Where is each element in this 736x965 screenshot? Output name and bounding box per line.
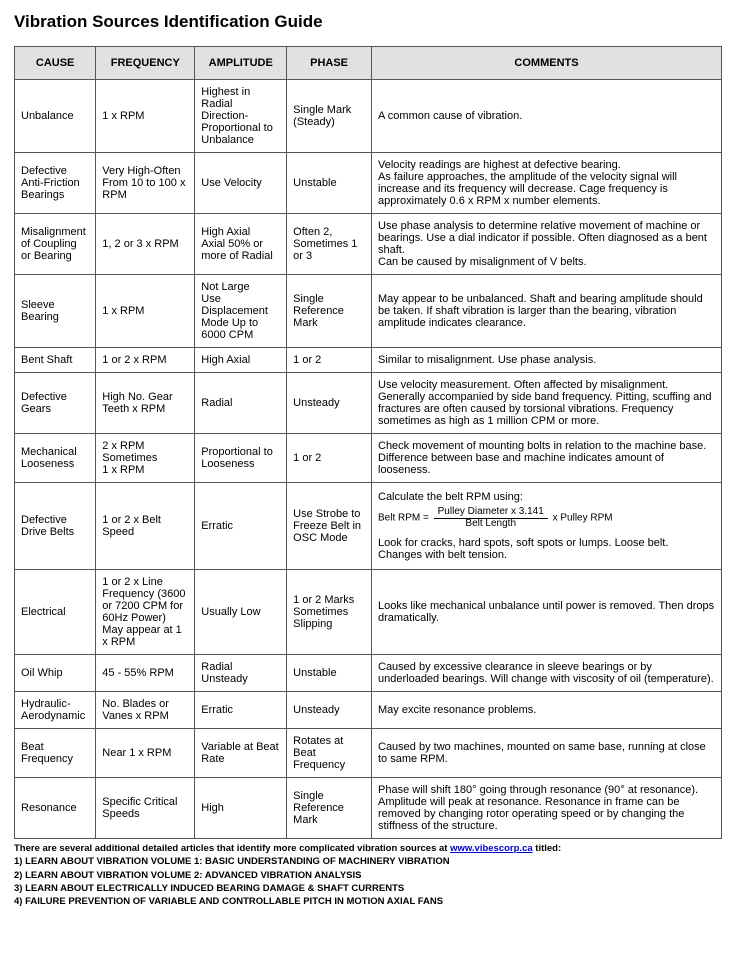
footer-item: 1) LEARN ABOUT VIBRATION VOLUME 1: BASIC…	[14, 855, 722, 868]
cell-amplitude: Erratic	[195, 483, 287, 570]
cell-cause: Oil Whip	[15, 655, 96, 692]
cell-frequency: 1 or 2 x Line Frequency (3600 or 7200 CP…	[96, 570, 195, 655]
cell-frequency: 1 or 2 x RPM	[96, 348, 195, 373]
cell-amplitude: Radial	[195, 373, 287, 434]
cell-amplitude: High Axial	[195, 348, 287, 373]
cell-phase: Single Reference Mark	[287, 275, 372, 348]
cell-cause: Sleeve Bearing	[15, 275, 96, 348]
cell-cause: Defective Drive Belts	[15, 483, 96, 570]
cell-comments: Calculate the belt RPM using:Belt RPM = …	[372, 483, 722, 570]
table-row: Misalignment of Coupling or Bearing1, 2 …	[15, 214, 722, 275]
cell-frequency: High No. Gear Teeth x RPM	[96, 373, 195, 434]
cell-phase: Single Mark (Steady)	[287, 80, 372, 153]
cell-comments: Phase will shift 180° going through reso…	[372, 778, 722, 839]
page-title: Vibration Sources Identification Guide	[14, 12, 722, 32]
cell-cause: Bent Shaft	[15, 348, 96, 373]
cell-frequency: No. Blades or Vanes x RPM	[96, 692, 195, 729]
cell-frequency: 1 or 2 x Belt Speed	[96, 483, 195, 570]
cell-cause: Misalignment of Coupling or Bearing	[15, 214, 96, 275]
footer: There are several additional detailed ar…	[14, 842, 722, 908]
cell-phase: Unstable	[287, 655, 372, 692]
header-comments: COMMENTS	[372, 47, 722, 80]
cell-frequency: 1 x RPM	[96, 80, 195, 153]
cell-amplitude: Erratic	[195, 692, 287, 729]
cell-comments: Looks like mechanical unbalance until po…	[372, 570, 722, 655]
cell-amplitude: High AxialAxial 50% or more of Radial	[195, 214, 287, 275]
cell-phase: 1 or 2 Marks Sometimes Slipping	[287, 570, 372, 655]
vibration-table: CAUSE FREQUENCY AMPLITUDE PHASE COMMENTS…	[14, 46, 722, 839]
table-row: Sleeve Bearing1 x RPMNot LargeUse Displa…	[15, 275, 722, 348]
cell-amplitude: Not LargeUse Displacement Mode Up to 600…	[195, 275, 287, 348]
header-cause: CAUSE	[15, 47, 96, 80]
cell-cause: Beat Frequency	[15, 729, 96, 778]
cell-comments: May excite resonance problems.	[372, 692, 722, 729]
cell-cause: Defective Anti-Friction Bearings	[15, 153, 96, 214]
cell-amplitude: Radial Unsteady	[195, 655, 287, 692]
cell-phase: Unstable	[287, 153, 372, 214]
cell-comments: Caused by two machines, mounted on same …	[372, 729, 722, 778]
cell-frequency: 2 x RPM Sometimes1 x RPM	[96, 434, 195, 483]
cell-phase: 1 or 2	[287, 348, 372, 373]
table-row: Defective Drive Belts1 or 2 x Belt Speed…	[15, 483, 722, 570]
table-row: Hydraulic-AerodynamicNo. Blades or Vanes…	[15, 692, 722, 729]
cell-phase: Often 2, Sometimes 1 or 3	[287, 214, 372, 275]
cell-frequency: 1, 2 or 3 x RPM	[96, 214, 195, 275]
header-phase: PHASE	[287, 47, 372, 80]
cell-comments: Check movement of mounting bolts in rela…	[372, 434, 722, 483]
footer-intro: There are several additional detailed ar…	[14, 842, 722, 855]
table-row: Electrical1 or 2 x Line Frequency (3600 …	[15, 570, 722, 655]
cell-phase: Rotates at Beat Frequency	[287, 729, 372, 778]
header-amplitude: AMPLITUDE	[195, 47, 287, 80]
footer-link[interactable]: www.vibescorp.ca	[450, 843, 533, 854]
cell-comments: Use phase analysis to determine relative…	[372, 214, 722, 275]
cell-frequency: Specific Critical Speeds	[96, 778, 195, 839]
cell-comments: Use velocity measurement. Often affected…	[372, 373, 722, 434]
cell-cause: Unbalance	[15, 80, 96, 153]
cell-phase: Use Strobe to Freeze Belt in OSC Mode	[287, 483, 372, 570]
footer-item: 3) LEARN ABOUT ELECTRICALLY INDUCED BEAR…	[14, 882, 722, 895]
cell-phase: Unsteady	[287, 692, 372, 729]
footer-item: 4) FAILURE PREVENTION OF VARIABLE AND CO…	[14, 895, 722, 908]
table-body: Unbalance1 x RPMHighest in Radial Direct…	[15, 80, 722, 839]
cell-amplitude: High	[195, 778, 287, 839]
table-row: Beat FrequencyNear 1 x RPMVariable at Be…	[15, 729, 722, 778]
cell-cause: Defective Gears	[15, 373, 96, 434]
table-row: ResonanceSpecific Critical SpeedsHighSin…	[15, 778, 722, 839]
cell-frequency: Very High-Often From 10 to 100 x RPM	[96, 153, 195, 214]
cell-comments: Caused by excessive clearance in sleeve …	[372, 655, 722, 692]
cell-comments: A common cause of vibration.	[372, 80, 722, 153]
table-header-row: CAUSE FREQUENCY AMPLITUDE PHASE COMMENTS	[15, 47, 722, 80]
cell-amplitude: Variable at Beat Rate	[195, 729, 287, 778]
table-row: Defective Anti-Friction BearingsVery Hig…	[15, 153, 722, 214]
cell-cause: Electrical	[15, 570, 96, 655]
table-row: Unbalance1 x RPMHighest in Radial Direct…	[15, 80, 722, 153]
cell-amplitude: Highest in Radial Direction- Proportiona…	[195, 80, 287, 153]
cell-cause: Resonance	[15, 778, 96, 839]
cell-comments: Similar to misalignment. Use phase analy…	[372, 348, 722, 373]
table-row: Bent Shaft1 or 2 x RPMHigh Axial1 or 2Si…	[15, 348, 722, 373]
cell-comments: Velocity readings are highest at defecti…	[372, 153, 722, 214]
cell-amplitude: Use Velocity	[195, 153, 287, 214]
cell-cause: Hydraulic-Aerodynamic	[15, 692, 96, 729]
cell-amplitude: Proportional to Looseness	[195, 434, 287, 483]
header-frequency: FREQUENCY	[96, 47, 195, 80]
cell-comments: May appear to be unbalanced. Shaft and b…	[372, 275, 722, 348]
cell-frequency: 1 x RPM	[96, 275, 195, 348]
cell-cause: Mechanical Looseness	[15, 434, 96, 483]
footer-item: 2) LEARN ABOUT VIBRATION VOLUME 2: ADVAN…	[14, 869, 722, 882]
table-row: Mechanical Looseness2 x RPM Sometimes1 x…	[15, 434, 722, 483]
footer-intro-post: titled:	[533, 843, 562, 854]
cell-phase: Unsteady	[287, 373, 372, 434]
table-row: Oil Whip45 - 55% RPMRadial UnsteadyUnsta…	[15, 655, 722, 692]
table-row: Defective GearsHigh No. Gear Teeth x RPM…	[15, 373, 722, 434]
cell-frequency: Near 1 x RPM	[96, 729, 195, 778]
cell-frequency: 45 - 55% RPM	[96, 655, 195, 692]
cell-phase: 1 or 2	[287, 434, 372, 483]
cell-phase: Single Reference Mark	[287, 778, 372, 839]
footer-intro-pre: There are several additional detailed ar…	[14, 843, 450, 854]
cell-amplitude: Usually Low	[195, 570, 287, 655]
